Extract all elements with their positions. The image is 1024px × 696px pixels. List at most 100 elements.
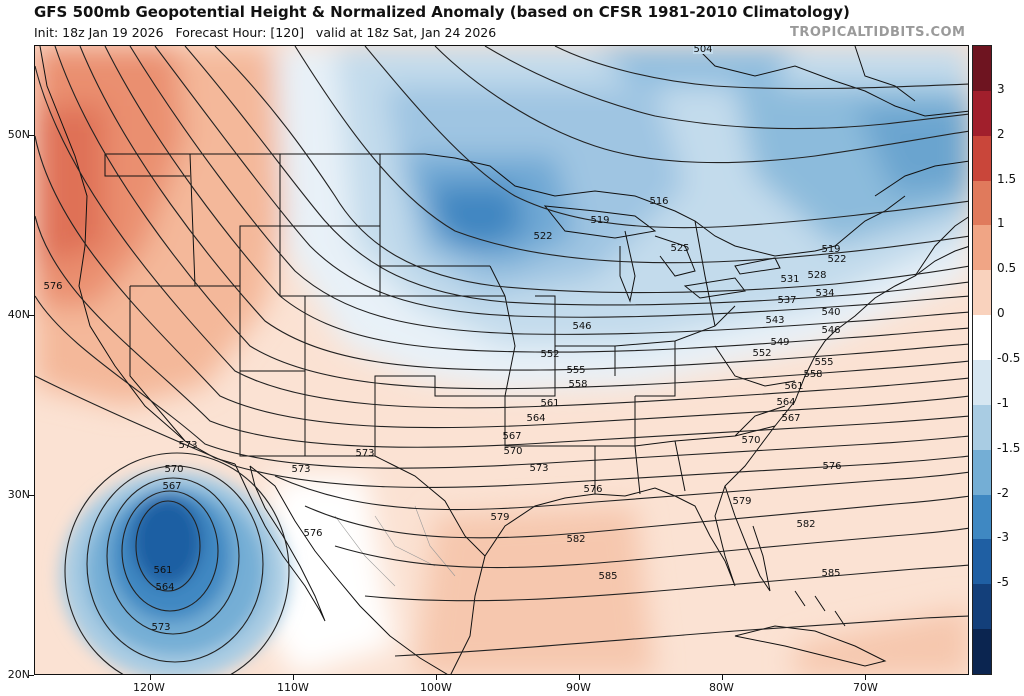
- lat-label-40n: 40N: [7, 308, 30, 321]
- colorbar-segment: [973, 315, 991, 361]
- colorbar-segment: [973, 494, 991, 540]
- contour-label: 552: [752, 348, 771, 359]
- svg-text:519: 519: [590, 215, 609, 226]
- svg-text:519: 519: [821, 244, 840, 255]
- svg-text:552: 552: [540, 349, 559, 360]
- svg-text:576: 576: [583, 484, 602, 495]
- colorbar-label: 1: [997, 216, 1005, 231]
- contour-label: 546: [572, 321, 591, 332]
- contour-label: 561: [540, 398, 559, 409]
- svg-text:576: 576: [303, 528, 322, 539]
- svg-text:516: 516: [649, 196, 668, 207]
- colorbar-label: 1.5: [997, 171, 1017, 186]
- svg-text:573: 573: [178, 440, 197, 451]
- svg-text:534: 534: [815, 288, 834, 299]
- svg-text:570: 570: [503, 446, 522, 457]
- colorbar-segment: [973, 90, 991, 137]
- svg-text:585: 585: [821, 568, 840, 579]
- contour-label: 573: [355, 448, 374, 459]
- map-panel: 504 516 519 522 525 519 522 528 531 534 …: [34, 45, 969, 675]
- svg-text:576: 576: [43, 281, 62, 292]
- lon-label-70w: 70W: [853, 681, 878, 694]
- anomaly-colorbar: [972, 45, 992, 675]
- svg-text:558: 558: [568, 379, 587, 390]
- contour-label: 555: [814, 357, 833, 368]
- contour-label: 504: [693, 46, 713, 55]
- contour-label: 573: [291, 464, 310, 475]
- colorbar-label: -0.5: [997, 351, 1021, 365]
- lon-label-100w: 100W: [420, 681, 452, 694]
- svg-text:567: 567: [162, 481, 181, 492]
- contour-label: 567: [781, 413, 800, 424]
- contour-label: 567: [502, 431, 521, 442]
- svg-text:573: 573: [291, 464, 310, 475]
- contour-label: 540: [821, 307, 840, 318]
- svg-text:555: 555: [566, 365, 585, 376]
- colorbar-segment: [973, 225, 991, 271]
- contour-label: 555: [566, 365, 585, 376]
- contour-label: 561: [784, 381, 803, 392]
- contour-label: 585: [598, 571, 617, 582]
- svg-text:567: 567: [502, 431, 521, 442]
- lon-label-90w: 90W: [566, 681, 591, 694]
- contour-label: 534: [815, 288, 834, 299]
- contour-label: 585: [821, 568, 840, 579]
- svg-text:561: 561: [784, 381, 803, 392]
- svg-text:552: 552: [752, 348, 771, 359]
- geography-lines: [39, 46, 968, 674]
- contour-label: 582: [566, 534, 585, 545]
- svg-text:522: 522: [533, 231, 552, 242]
- svg-text:522: 522: [827, 254, 846, 265]
- svg-text:546: 546: [572, 321, 591, 332]
- contour-label: 558: [803, 369, 822, 380]
- contour-label: 570: [503, 446, 522, 457]
- svg-text:570: 570: [164, 464, 183, 475]
- contour-label: 579: [490, 512, 509, 523]
- contour-label: 573: [151, 622, 170, 633]
- contour-label: 561: [153, 565, 172, 576]
- contour-label: 525: [670, 243, 689, 254]
- svg-text:573: 573: [355, 448, 374, 459]
- svg-text:567: 567: [781, 413, 800, 424]
- colorbar-label: -1: [997, 395, 1009, 410]
- svg-text:561: 561: [153, 565, 172, 576]
- contour-label: 579: [732, 496, 751, 507]
- contour-label: 558: [568, 379, 587, 390]
- svg-text:555: 555: [814, 357, 833, 368]
- colorbar-label: 2: [997, 126, 1005, 141]
- contour-label: 531: [780, 274, 799, 285]
- contour-label: 552: [540, 349, 559, 360]
- contour-label: 567: [162, 481, 181, 492]
- height-contours: [35, 46, 968, 674]
- contour-label: 582: [796, 519, 815, 530]
- svg-text:531: 531: [780, 274, 799, 285]
- contour-label: 576: [43, 281, 62, 292]
- contour-label: 564: [776, 397, 795, 408]
- svg-text:546: 546: [821, 325, 840, 336]
- svg-text:549: 549: [770, 337, 789, 348]
- colorbar-segment: [973, 46, 991, 92]
- svg-text:573: 573: [529, 463, 548, 474]
- svg-text:504: 504: [693, 46, 712, 55]
- lon-label-120w: 120W: [133, 681, 165, 694]
- lon-label-80w: 80W: [709, 681, 734, 694]
- svg-text:561: 561: [540, 398, 559, 409]
- contour-label: 564: [155, 582, 174, 593]
- svg-text:558: 558: [803, 369, 822, 380]
- init-valid-line: Init: 18z Jan 19 2026 Forecast Hour: [12…: [34, 25, 497, 40]
- svg-text:579: 579: [732, 496, 751, 507]
- svg-text:579: 579: [490, 512, 509, 523]
- contour-label: 573: [178, 440, 197, 451]
- contour-label: 543: [765, 315, 784, 326]
- lat-label-50n: 50N: [7, 128, 30, 141]
- colorbar-label: 0.5: [997, 261, 1017, 276]
- svg-text:564: 564: [155, 582, 174, 593]
- colorbar-label: 3: [997, 81, 1005, 96]
- contour-label: 516: [649, 196, 668, 207]
- lon-label-110w: 110W: [277, 681, 309, 694]
- svg-text:582: 582: [796, 519, 815, 530]
- svg-text:540: 540: [821, 307, 840, 318]
- lat-label-20n: 20N: [7, 668, 30, 681]
- contour-label: 576: [822, 461, 841, 472]
- contour-label: 546: [821, 325, 840, 336]
